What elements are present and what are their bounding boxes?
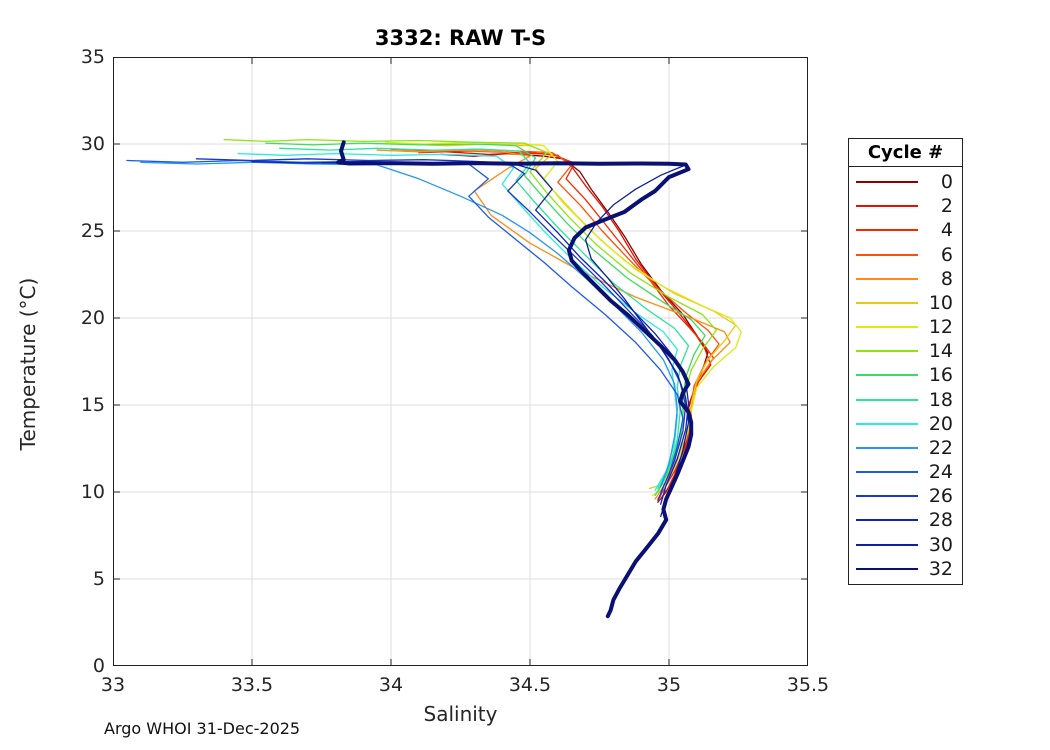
- ts-diagram-canvas: [113, 57, 808, 666]
- legend-line-sample: [856, 205, 918, 208]
- profile-line-cycle-26: [195, 158, 687, 502]
- legend-line-sample: [856, 471, 918, 474]
- profile-line-cycle-14: [223, 138, 717, 493]
- legend-entry-cycle-0: 0: [849, 171, 962, 193]
- axes-box: [113, 57, 808, 666]
- legend-entry-cycle-20: 20: [849, 413, 962, 435]
- legend-line-sample: [856, 519, 918, 522]
- legend-entry-label: 24: [928, 461, 953, 484]
- legend-entry-cycle-6: 6: [849, 244, 962, 266]
- legend-line-sample: [856, 398, 918, 401]
- legend-line-sample: [856, 301, 918, 304]
- legend-line-sample: [856, 181, 918, 184]
- profile-line-cycle-24: [126, 159, 684, 493]
- legend-line-sample: [856, 446, 918, 449]
- legend-entry-cycle-8: 8: [849, 268, 962, 290]
- profile-line-cycle-20: [237, 152, 678, 491]
- profile-line-cycle-32: [336, 140, 694, 619]
- legend-entry-cycle-16: 16: [849, 364, 962, 386]
- x-tick-label-35: 35: [656, 674, 682, 696]
- y-tick-label-25: 25: [80, 220, 105, 242]
- plot-area: [113, 57, 808, 666]
- legend-entry-cycle-30: 30: [849, 534, 962, 556]
- legend-entry-label: 8: [940, 267, 953, 290]
- x-tick-label-33: 33: [100, 674, 126, 696]
- legend-entry-label: 20: [928, 412, 953, 435]
- legend-entry-cycle-28: 28: [849, 509, 962, 531]
- legend-entry-cycle-24: 24: [849, 461, 962, 483]
- y-axis-label: Temperature (°C): [16, 277, 40, 451]
- legend-entry-cycle-26: 26: [849, 485, 962, 507]
- legend-entry-label: 28: [928, 509, 953, 532]
- figure-footer-note: Argo WHOI 31-Dec-2025: [104, 719, 301, 738]
- x-tick-label-35.5: 35.5: [786, 674, 830, 696]
- y-tick-label-5: 5: [92, 568, 105, 590]
- legend-entry-label: 0: [940, 171, 953, 194]
- legend-line-sample: [856, 495, 918, 498]
- legend-entry-label: 12: [928, 316, 953, 339]
- legend-entry-cycle-32: 32: [849, 558, 962, 580]
- legend-line-sample: [856, 422, 918, 425]
- x-axis-label: Salinity: [423, 702, 498, 726]
- legend-box: Cycle # 0 2 4 6 8 10 12 14 16 18 20 22 24 26 28 30 32: [848, 138, 963, 585]
- y-tick-label-10: 10: [80, 481, 105, 503]
- legend-line-sample: [856, 326, 918, 329]
- legend-title: Cycle #: [849, 139, 962, 167]
- plot-title: 3332: RAW T-S: [374, 26, 547, 50]
- y-tick-label-20: 20: [80, 307, 105, 329]
- legend-entry-cycle-2: 2: [849, 195, 962, 217]
- profile-line-cycle-22: [140, 161, 678, 488]
- y-tick-label-35: 35: [80, 46, 105, 68]
- legend-entry-cycle-12: 12: [849, 316, 962, 338]
- legend-entry-label: 2: [940, 195, 953, 218]
- x-tick-label-33.5: 33.5: [230, 674, 274, 696]
- legend-line-sample: [856, 543, 918, 546]
- legend-entry-label: 6: [940, 243, 953, 266]
- y-tick-label-0: 0: [92, 655, 105, 677]
- legend-line-sample: [856, 567, 918, 570]
- legend-line-sample: [856, 350, 918, 353]
- profile-line-cycle-16: [265, 142, 706, 497]
- y-tick-label-15: 15: [80, 394, 105, 416]
- legend-entry-cycle-18: 18: [849, 389, 962, 411]
- legend-entry-cycle-10: 10: [849, 292, 962, 314]
- legend-entry-cycle-22: 22: [849, 437, 962, 459]
- legend-line-sample: [856, 277, 918, 280]
- legend-entry-label: 14: [928, 340, 953, 363]
- legend-entry-label: 32: [928, 557, 953, 580]
- legend-entry-label: 22: [928, 436, 953, 459]
- legend-entry-label: 16: [928, 364, 953, 387]
- legend-entry-label: 10: [928, 291, 953, 314]
- legend-entry-cycle-14: 14: [849, 340, 962, 362]
- legend-line-sample: [856, 253, 918, 256]
- legend-line-sample: [856, 229, 918, 232]
- x-tick-label-34: 34: [378, 674, 404, 696]
- legend-entry-cycle-4: 4: [849, 219, 962, 241]
- legend-entry-label: 30: [928, 533, 953, 556]
- legend-entry-label: 26: [928, 485, 953, 508]
- legend-line-sample: [856, 374, 918, 377]
- x-tick-label-34.5: 34.5: [508, 674, 552, 696]
- legend-entry-label: 18: [928, 388, 953, 411]
- legend-entry-label: 4: [940, 219, 953, 242]
- legend-entries: 0 2 4 6 8 10 12 14 16 18 20 22 24 26 28 30 32: [849, 167, 962, 584]
- y-tick-label-30: 30: [80, 133, 105, 155]
